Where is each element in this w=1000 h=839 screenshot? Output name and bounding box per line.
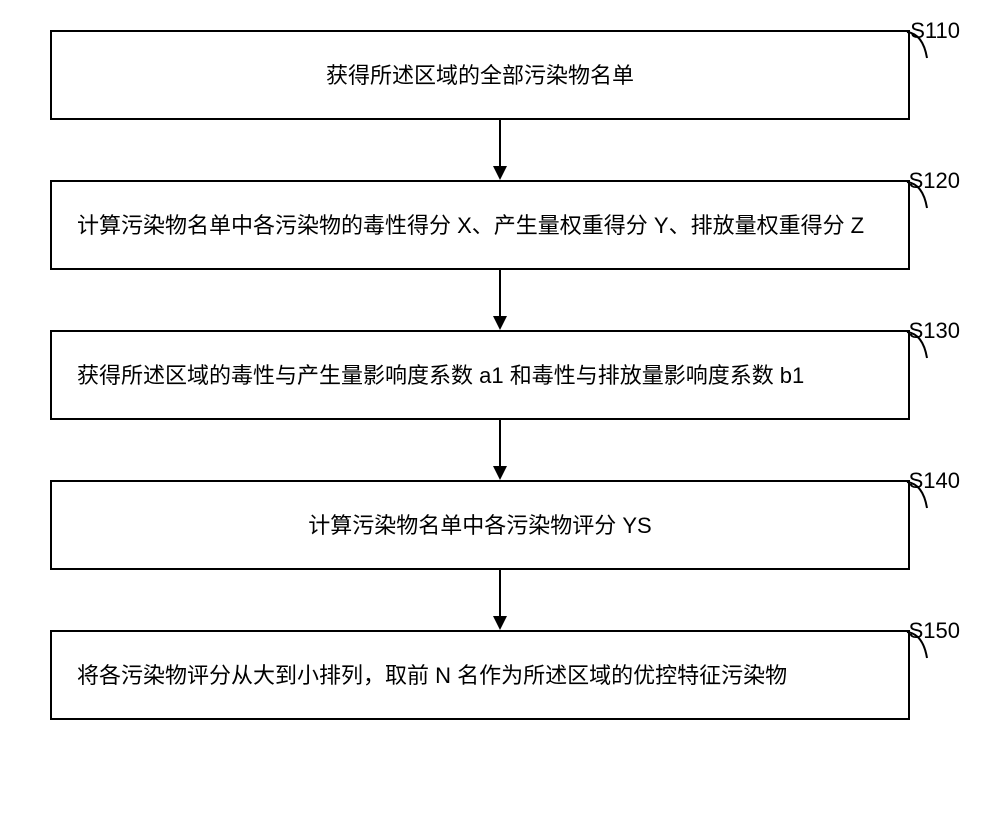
step-row: 获得所述区域的全部污染物名单 S110 xyxy=(50,30,950,120)
step-text: 获得所述区域的毒性与产生量影响度系数 a1 和毒性与排放量影响度系数 b1 xyxy=(77,359,804,392)
step-row: 计算污染物名单中各污染物的毒性得分 X、产生量权重得分 Y、排放量权重得分 Z … xyxy=(50,180,950,270)
arrow-down-icon xyxy=(50,120,950,180)
arrow-down-icon xyxy=(50,570,950,630)
arrow-down-icon xyxy=(50,270,950,330)
step-row: 计算污染物名单中各污染物评分 YS S140 xyxy=(50,480,950,570)
step-text: 计算污染物名单中各污染物的毒性得分 X、产生量权重得分 Y、排放量权重得分 Z xyxy=(77,209,864,242)
step-row: 将各污染物评分从大到小排列，取前 N 名作为所述区域的优控特征污染物 S150 xyxy=(50,630,950,720)
step-label: S140 xyxy=(909,468,960,494)
step-box-s130: 获得所述区域的毒性与产生量影响度系数 a1 和毒性与排放量影响度系数 b1 xyxy=(50,330,910,420)
flowchart-container: 获得所述区域的全部污染物名单 S110 计算污染物名单中各污染物的毒性得分 X、… xyxy=(50,30,950,720)
step-row: 获得所述区域的毒性与产生量影响度系数 a1 和毒性与排放量影响度系数 b1 S1… xyxy=(50,330,950,420)
step-text: 获得所述区域的全部污染物名单 xyxy=(326,59,634,92)
step-label: S150 xyxy=(909,618,960,644)
step-label: S110 xyxy=(910,18,960,44)
step-label: S120 xyxy=(909,168,960,194)
step-box-s110: 获得所述区域的全部污染物名单 xyxy=(50,30,910,120)
step-text: 计算污染物名单中各污染物评分 YS xyxy=(308,509,651,542)
step-box-s140: 计算污染物名单中各污染物评分 YS xyxy=(50,480,910,570)
step-text: 将各污染物评分从大到小排列，取前 N 名作为所述区域的优控特征污染物 xyxy=(77,659,787,692)
step-label: S130 xyxy=(909,318,960,344)
arrow-down-icon xyxy=(50,420,950,480)
step-box-s120: 计算污染物名单中各污染物的毒性得分 X、产生量权重得分 Y、排放量权重得分 Z xyxy=(50,180,910,270)
step-box-s150: 将各污染物评分从大到小排列，取前 N 名作为所述区域的优控特征污染物 xyxy=(50,630,910,720)
